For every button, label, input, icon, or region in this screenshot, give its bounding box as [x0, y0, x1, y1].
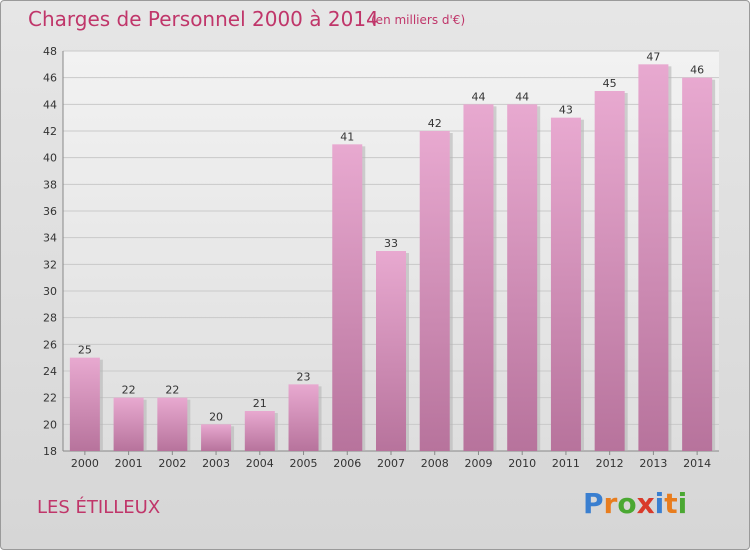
data-label: 22	[122, 384, 136, 397]
logo-letter: x	[636, 487, 655, 520]
y-tick-label: 28	[43, 312, 57, 325]
y-tick-label: 24	[43, 365, 57, 378]
data-label: 44	[515, 90, 529, 103]
chart-title: Charges de Personnel 2000 à 2014	[28, 7, 379, 31]
data-label: 47	[646, 50, 660, 63]
x-tick-label: 2006	[333, 457, 361, 470]
y-tick-label: 36	[43, 205, 57, 218]
bar	[550, 117, 581, 452]
y-tick-label: 18	[43, 445, 57, 458]
y-tick-label: 38	[43, 178, 57, 191]
bar	[419, 131, 450, 451]
x-tick-label: 2007	[377, 457, 405, 470]
logo-letter: i	[677, 487, 688, 520]
x-tick-label: 2013	[639, 457, 667, 470]
bar	[157, 397, 188, 451]
data-label: 33	[384, 237, 398, 250]
data-label: 25	[78, 344, 92, 357]
y-tick-label: 48	[43, 45, 57, 58]
y-tick-label: 22	[43, 392, 57, 405]
data-label: 46	[690, 64, 704, 77]
x-tick-label: 2001	[115, 457, 143, 470]
x-tick-label: 2004	[246, 457, 274, 470]
data-label: 44	[471, 90, 485, 103]
bar	[69, 357, 100, 451]
y-tick-label: 26	[43, 338, 57, 351]
data-label: 42	[428, 117, 442, 130]
logo-letter: o	[617, 487, 637, 520]
bar	[463, 104, 494, 451]
logo-letter: t	[664, 487, 678, 520]
x-tick-label: 2003	[202, 457, 230, 470]
y-tick-label: 46	[43, 72, 57, 85]
y-tick-label: 42	[43, 125, 57, 138]
data-label: 23	[297, 370, 311, 383]
bar	[376, 251, 406, 451]
commune-name: LES ÉTILLEUX	[37, 497, 161, 518]
bar	[332, 144, 363, 452]
bar	[113, 397, 144, 451]
data-label: 21	[253, 397, 267, 410]
x-tick-label: 2000	[71, 457, 99, 470]
bar	[288, 384, 319, 451]
x-tick-label: 2008	[421, 457, 449, 470]
bar	[201, 424, 232, 451]
chart-subtitle: (en milliers d'€)	[371, 13, 466, 27]
x-tick-label: 2002	[158, 457, 186, 470]
bar	[507, 104, 538, 451]
x-tick-label: 2009	[464, 457, 492, 470]
x-tick-label: 2011	[552, 457, 580, 470]
proxiti-logo: Proxiti	[583, 487, 687, 520]
data-label: 45	[603, 77, 617, 90]
x-tick-label: 2014	[683, 457, 711, 470]
x-tick-label: 2012	[596, 457, 624, 470]
logo-letter: P	[583, 487, 604, 520]
bar	[682, 77, 713, 452]
bar	[244, 411, 275, 451]
y-tick-label: 34	[43, 232, 57, 245]
data-label: 41	[340, 130, 354, 143]
x-tick-label: 2010	[508, 457, 536, 470]
x-tick-label: 2005	[290, 457, 318, 470]
y-tick-label: 32	[43, 258, 57, 271]
data-label: 22	[165, 384, 179, 397]
y-tick-label: 40	[43, 152, 57, 165]
data-label: 43	[559, 104, 573, 117]
bar	[638, 64, 669, 452]
bar	[594, 91, 625, 451]
logo-letter: r	[603, 487, 618, 520]
data-label: 20	[209, 410, 223, 423]
logo-letter: i	[654, 487, 665, 520]
y-tick-label: 20	[43, 418, 57, 431]
y-tick-label: 44	[43, 98, 57, 111]
y-tick-label: 30	[43, 285, 57, 298]
